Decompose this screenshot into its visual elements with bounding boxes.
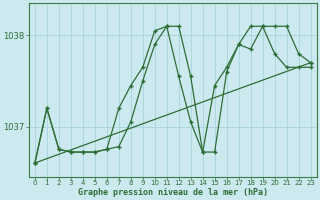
X-axis label: Graphe pression niveau de la mer (hPa): Graphe pression niveau de la mer (hPa) [78, 188, 268, 197]
